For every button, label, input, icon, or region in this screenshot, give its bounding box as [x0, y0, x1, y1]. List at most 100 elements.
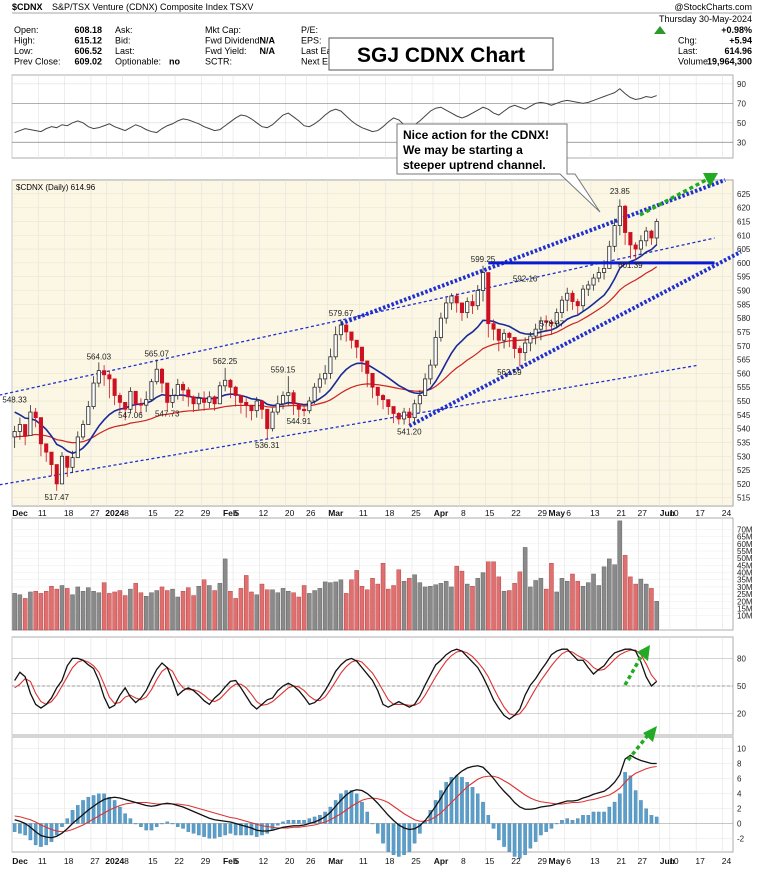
volume-bar — [575, 580, 580, 631]
x-tick-label: May — [549, 508, 566, 518]
x-tick-label: 29 — [538, 856, 548, 866]
price-label: 601.39 — [618, 261, 643, 270]
macd-histogram-bar — [644, 808, 648, 824]
volume-bar — [596, 585, 602, 631]
price-tick: 530 — [737, 452, 751, 461]
volume-bar — [54, 588, 59, 631]
volume-bar — [622, 555, 628, 631]
macd-histogram-bar — [49, 823, 54, 842]
volume-bar — [507, 590, 512, 631]
volume-bar — [207, 585, 212, 631]
candle-body — [538, 320, 543, 330]
candle-body — [533, 328, 538, 337]
macd-histogram-bar — [23, 823, 27, 836]
candle-body — [580, 288, 586, 307]
volume-tick: 20M — [737, 597, 753, 606]
candle-body — [496, 328, 501, 341]
x-tick-label: 20 — [285, 508, 295, 518]
volume-bar — [428, 586, 433, 631]
trend-channel-line — [0, 364, 699, 486]
macd-histogram-bar — [33, 823, 38, 846]
volume-bar — [212, 590, 217, 631]
volume-bar — [175, 596, 181, 631]
volume-bar — [286, 591, 291, 631]
candle-body — [370, 372, 375, 388]
candle-body — [417, 395, 422, 405]
candle-body — [296, 403, 301, 410]
quote-label: Mkt Cap: — [205, 25, 241, 35]
volume-bar — [564, 580, 570, 631]
macd-histogram-bar — [139, 823, 143, 827]
volume-bar — [12, 593, 17, 631]
quote-label: Open: — [14, 25, 39, 35]
annotation-line: steeper uptrend channel. — [403, 158, 546, 172]
volume-bar — [443, 580, 449, 631]
price-label: 544.91 — [287, 417, 312, 426]
volume-bar — [501, 591, 507, 631]
x-tick-label: 27 — [638, 856, 648, 866]
candle-body — [191, 396, 196, 405]
candle-body — [444, 302, 449, 319]
volume-tick: 60M — [737, 540, 753, 549]
volume-bar — [491, 561, 496, 631]
macd-histogram-bar — [512, 823, 517, 857]
green-arrow-icons — [623, 178, 707, 762]
x-tick-label: Apr — [434, 508, 449, 518]
macd-histogram-bar — [312, 816, 317, 824]
x-tick-label: 27 — [90, 508, 100, 518]
price-tick: 580 — [737, 314, 751, 323]
macd-histogram-bar — [528, 823, 533, 849]
volume-bar — [522, 547, 528, 631]
candle-body — [607, 245, 612, 269]
volume-bar — [122, 595, 128, 631]
macd-tick: 2 — [737, 805, 742, 814]
annotation-line: We may be starting a — [403, 143, 523, 157]
macd-histogram-bar — [70, 810, 75, 824]
price-label: 599.25 — [471, 255, 496, 264]
volume-bar — [201, 579, 207, 631]
quote-label: EPS: — [301, 36, 322, 46]
macd-histogram-bar — [339, 793, 343, 824]
x-tick-label: 6 — [566, 856, 571, 866]
macd-histogram-bar — [102, 793, 106, 824]
stoch-tick: 50 — [737, 682, 746, 691]
macd-histogram-bar — [333, 800, 338, 824]
x-tick-label: May — [549, 856, 566, 866]
candle-body — [186, 389, 191, 398]
candle-body — [138, 403, 143, 406]
macd-tick: 6 — [737, 775, 742, 784]
volume-bar — [528, 586, 533, 631]
volume-bar — [186, 587, 191, 631]
volume-bar — [407, 578, 412, 631]
macd-histogram-bar — [570, 820, 575, 824]
volume-bar — [22, 598, 28, 631]
candle-body — [17, 424, 22, 432]
quote-fields: Open: 608.18 High: 615.12 Low: 606.52 Prev Clo… — [14, 25, 752, 67]
trend-channel-line — [340, 178, 726, 326]
macd-histogram-bar — [554, 823, 559, 825]
macd-histogram-bar — [470, 787, 475, 824]
volume-tick: 55M — [737, 547, 753, 556]
candle-body — [459, 302, 464, 314]
macd-tick: 0 — [737, 820, 742, 829]
volume-bar — [370, 578, 375, 631]
macd-histogram-bar — [639, 800, 643, 824]
volume-tick: 40M — [737, 569, 753, 578]
candle-body — [502, 332, 507, 341]
moving-average-fast — [14, 244, 658, 455]
candle-body — [181, 384, 186, 391]
candle-body — [112, 378, 117, 396]
macd-histogram-bar — [539, 823, 543, 836]
volume-bar — [549, 563, 554, 631]
volume-bar — [128, 588, 133, 631]
price-tick: 565 — [737, 356, 751, 365]
macd-histogram-bar — [591, 811, 596, 824]
price-label: 565.07 — [144, 349, 169, 358]
volume-bar — [75, 586, 81, 631]
candle-body — [623, 205, 628, 233]
macd-signal-line — [14, 765, 657, 833]
macd-tick: 8 — [737, 760, 742, 769]
annotation-callout: Nice action for the CDNX! We may be start… — [396, 123, 601, 213]
candle-body — [480, 272, 486, 291]
